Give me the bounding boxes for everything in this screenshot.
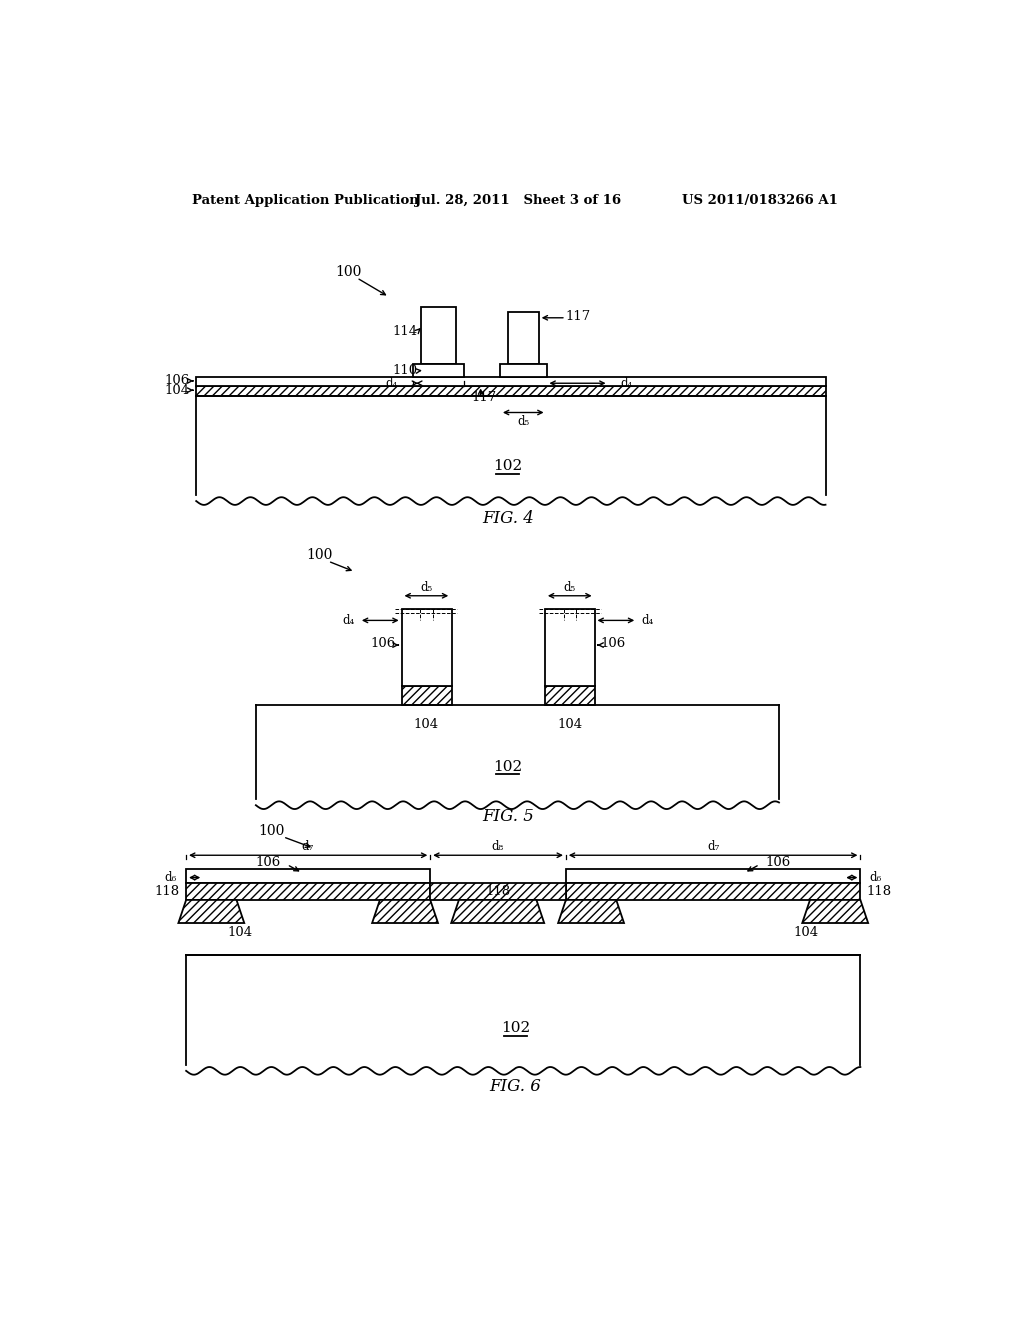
Text: Patent Application Publication: Patent Application Publication [191,194,418,207]
Bar [545,609,595,686]
Polygon shape [452,900,544,923]
Text: 117: 117 [472,391,497,404]
Text: FIG. 5: FIG. 5 [482,808,534,825]
Text: d₅: d₅ [420,581,432,594]
Text: 102: 102 [494,459,522,474]
Bar [197,378,825,385]
Text: d₇: d₇ [707,841,719,853]
Text: 117: 117 [566,310,591,323]
Polygon shape [372,900,438,923]
Text: 100: 100 [306,548,333,562]
Text: 100: 100 [336,265,362,280]
Text: 102: 102 [494,760,522,774]
Text: d₇: d₇ [302,841,314,853]
Text: FIG. 6: FIG. 6 [489,1077,542,1094]
Text: d₆: d₆ [165,871,177,884]
Text: 106: 106 [165,375,190,388]
Bar [197,385,825,396]
Bar [186,883,430,900]
Text: d₄: d₄ [621,376,633,389]
Text: d₄: d₄ [343,614,355,627]
Text: FIG. 4: FIG. 4 [482,511,534,527]
Text: 104: 104 [227,925,253,939]
Text: d₄: d₄ [641,614,653,627]
Text: d₄: d₄ [385,376,397,389]
Polygon shape [558,900,624,923]
Text: 106: 106 [601,638,626,649]
Bar [401,609,452,686]
Bar [566,883,860,900]
Polygon shape [178,900,245,923]
Text: 118: 118 [866,884,892,898]
Polygon shape [802,900,868,923]
Bar [508,313,539,364]
Text: 104: 104 [165,384,190,397]
Text: d₈: d₈ [492,841,504,853]
Text: Jul. 28, 2011   Sheet 3 of 16: Jul. 28, 2011 Sheet 3 of 16 [415,194,621,207]
Text: 104: 104 [557,718,583,731]
Text: 104: 104 [794,925,818,939]
Text: 102: 102 [501,1022,530,1035]
Bar [414,364,464,378]
Bar [186,869,430,883]
Text: 106: 106 [370,638,395,649]
Text: 104: 104 [414,718,439,731]
Text: US 2011/0183266 A1: US 2011/0183266 A1 [682,194,838,207]
Text: d₅: d₅ [563,581,575,594]
Bar [545,686,595,705]
Bar [566,869,860,883]
Text: 100: 100 [258,824,285,838]
Text: 106: 106 [765,857,791,870]
Bar [500,364,547,378]
Bar [401,686,452,705]
Text: 106: 106 [256,857,282,870]
Text: 114: 114 [392,325,417,338]
Text: 110: 110 [392,363,417,376]
Text: 118: 118 [155,884,180,898]
Bar [430,883,566,900]
Text: d₆: d₆ [869,871,882,884]
Bar [421,308,456,364]
Text: d₅: d₅ [517,416,529,428]
Text: 118: 118 [485,884,510,898]
